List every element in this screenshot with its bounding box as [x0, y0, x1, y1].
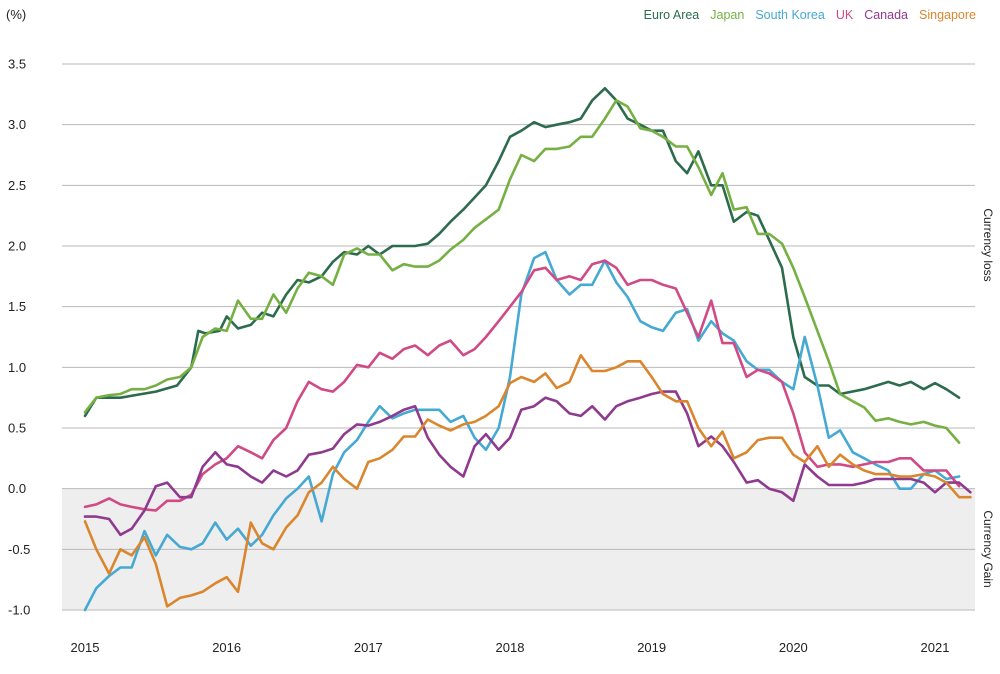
x-tick-label: 2015	[71, 640, 100, 655]
series-line-uk	[83, 259, 961, 512]
y-tick-label: 3.0	[8, 117, 26, 132]
side-label-currency-gain: Currency Gain	[981, 510, 995, 587]
y-axis-unit-label: (%)	[6, 7, 26, 22]
y-tick-label: 2.0	[8, 239, 26, 254]
legend-entry-south-korea: South Korea	[755, 8, 825, 22]
series-line-canada	[83, 390, 972, 537]
legend-entry-euro-area: Euro Area	[644, 8, 700, 22]
y-tick-label: 3.5	[8, 57, 26, 72]
side-label-currency-loss: Currency loss	[981, 208, 995, 281]
series-line-south-korea	[83, 250, 961, 612]
y-tick-label: 0.5	[8, 421, 26, 436]
series-line-singapore	[83, 353, 972, 608]
y-tick-label: -0.5	[8, 542, 30, 557]
y-tick-label: 1.0	[8, 360, 26, 375]
legend-entry-japan: Japan	[710, 8, 744, 22]
x-tick-label: 2018	[496, 640, 525, 655]
x-tick-label: 2019	[637, 640, 666, 655]
legend-entry-uk: UK	[836, 8, 854, 22]
x-tick-label: 2017	[354, 640, 383, 655]
x-tick-label: 2016	[212, 640, 241, 655]
y-axis-tick-labels: 3.5 3.0 2.5 2.0 1.5 1.0 0.5 0.0 -0.5 -1.0	[8, 57, 30, 618]
y-tick-label: 0.0	[8, 481, 26, 496]
horizontal-gridlines	[62, 63, 975, 611]
y-tick-label: 1.5	[8, 299, 26, 314]
legend: Singapore Canada UK South Korea Japan Euro Ar…	[644, 8, 976, 22]
legend-entry-singapore: Singapore	[919, 8, 976, 22]
x-axis-tick-labels: 2015 2016 2017 2018 2019 2020 2021	[71, 640, 950, 655]
y-tick-label: -1.0	[8, 603, 30, 618]
x-tick-label: 2020	[779, 640, 808, 655]
series-line-euro-area	[83, 87, 961, 418]
series-line-japan	[83, 99, 961, 444]
series-lines	[83, 87, 972, 612]
legend-entry-canada: Canada	[864, 8, 908, 22]
x-tick-label: 2021	[921, 640, 950, 655]
y-tick-label: 2.5	[8, 178, 26, 193]
